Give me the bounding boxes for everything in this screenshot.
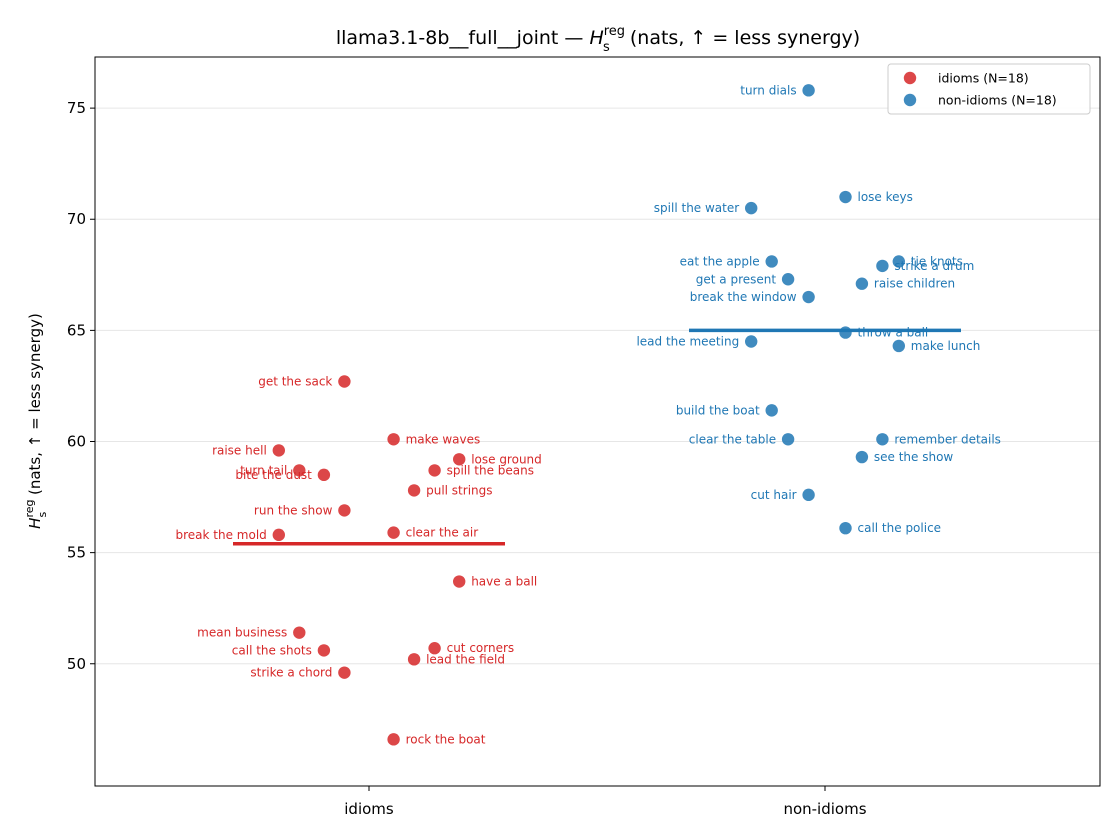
y-axis-label: Hregs (nats, ↑ = less synergy) [23, 313, 49, 529]
point-call-the-shots [317, 644, 331, 657]
point-label-raise-children: raise children [874, 277, 955, 291]
point-label-get-the-sack: get the sack [258, 374, 332, 388]
point-mean-business [293, 626, 306, 639]
x-tick-label-non-idioms: non-idioms [783, 800, 866, 818]
point-lead-the-field [407, 653, 421, 666]
point-eat-the-apple [765, 255, 778, 268]
point-cut-corners [428, 642, 441, 655]
point-cut-hair [802, 488, 815, 502]
point-label-tie-knots: tie knots [911, 254, 963, 268]
point-bite-the-dust [317, 468, 331, 482]
point-label-turn-dials: turn dials [740, 83, 796, 97]
point-call-the-police [839, 521, 852, 535]
point-labels: get the sack make waves raise hell lose gro… [176, 83, 1001, 746]
point-label-clear-the-table: clear the table [689, 432, 776, 446]
point-label-cut-hair: cut hair [751, 488, 797, 502]
point-raise-children [855, 277, 869, 290]
legend-marker-non-idioms [903, 93, 917, 107]
point-label-remember-details: remember details [894, 432, 1001, 446]
point-label-break-the-window: break the window [690, 290, 797, 304]
legend: idioms (N=18) non-idioms (N=18) [887, 63, 1091, 115]
point-label-strike-a-drum: strike a drum [894, 259, 974, 273]
point-label-mean-business: mean business [197, 626, 287, 640]
legend-marker-idioms [903, 71, 917, 85]
point-have-a-ball [453, 575, 466, 588]
point-get-the-sack [338, 375, 351, 388]
point-make-waves [387, 433, 400, 446]
point-label-call-the-shots: call the shots [232, 643, 312, 657]
point-lead-the-meeting [745, 335, 758, 348]
point-label-cut-corners: cut corners [447, 641, 515, 655]
point-label-run-the-show: run the show [254, 503, 333, 517]
point-label-bite-the-dust: bite the dust [235, 468, 312, 482]
point-label-have-a-ball: have a ball [471, 575, 537, 589]
point-label-lose-keys: lose keys [858, 190, 913, 204]
data-points [272, 84, 905, 746]
point-label-lose-ground: lose ground [471, 452, 542, 466]
point-spill-the-water [745, 201, 758, 215]
y-tick-label-55: 55 [67, 544, 86, 562]
point-label-make-waves: make waves [406, 432, 481, 446]
point-turn-dials [802, 84, 815, 97]
point-label-strike-a-chord: strike a chord [250, 666, 332, 680]
point-throw-a-ball [839, 326, 852, 339]
axes: 50 55 60 65 70 75 idioms non-idioms [67, 99, 867, 818]
point-label-throw-a-ball: throw a ball [858, 326, 929, 340]
point-get-a-present [781, 273, 795, 286]
point-label-break-the-mold: break the mold [176, 528, 267, 542]
point-label-spill-the-water: spill the water [654, 201, 739, 215]
point-make-lunch [892, 339, 905, 353]
y-tick-label-70: 70 [67, 210, 86, 228]
legend-label-non-idioms: non-idioms (N=18) [938, 93, 1057, 108]
point-label-build-the-boat: build the boat [676, 403, 760, 417]
point-label-clear-the-air: clear the air [406, 526, 479, 540]
y-tick-label-50: 50 [67, 655, 86, 673]
point-turn-tail [293, 464, 306, 477]
point-label-eat-the-apple: eat the apple [680, 254, 760, 268]
point-clear-the-table [781, 433, 795, 446]
chart-title: llama3.1-8b__full__joint — Hreg s (nats, … [336, 24, 860, 55]
point-label-rock-the-boat: rock the boat [406, 732, 486, 746]
point-label-see-the-show: see the show [874, 450, 954, 464]
point-label-pull-strings: pull strings [426, 483, 492, 497]
point-raise-hell [272, 444, 285, 457]
point-break-the-mold [272, 528, 285, 542]
point-lose-keys [839, 190, 852, 204]
point-rock-the-boat [387, 733, 400, 746]
point-label-raise-hell: raise hell [212, 443, 267, 457]
y-tick-label-65: 65 [67, 321, 86, 339]
point-lose-ground [453, 453, 466, 466]
point-see-the-show [855, 450, 869, 464]
point-run-the-show [338, 504, 351, 517]
gridlines [95, 107, 1100, 665]
x-tick-label-idioms: idioms [344, 800, 394, 818]
legend-box [887, 63, 1091, 115]
y-tick-label-60: 60 [67, 433, 86, 451]
point-remember-details [876, 433, 889, 446]
y-tick-label-75: 75 [67, 99, 86, 117]
point-strike-a-drum [876, 259, 889, 273]
point-label-lead-the-meeting: lead the meeting [636, 334, 739, 348]
point-strike-a-chord [338, 666, 351, 679]
point-label-make-lunch: make lunch [911, 339, 981, 353]
point-break-the-window [802, 290, 815, 304]
point-pull-strings [407, 484, 421, 497]
point-clear-the-air [387, 526, 400, 539]
point-tie-knots [892, 255, 905, 268]
mean-lines [233, 328, 961, 546]
point-label-call-the-police: call the police [858, 521, 942, 535]
point-label-turn-tail: turn tail [240, 463, 287, 477]
point-build-the-boat [765, 404, 778, 417]
plot-frame [94, 56, 1101, 787]
point-label-get-a-present: get a present [696, 272, 777, 286]
point-label-spill-the-beans: spill the beans [447, 463, 534, 477]
point-label-lead-the-field: lead the field [426, 652, 505, 666]
point-spill-the-beans [428, 464, 441, 477]
legend-label-idioms: idioms (N=18) [938, 71, 1029, 86]
